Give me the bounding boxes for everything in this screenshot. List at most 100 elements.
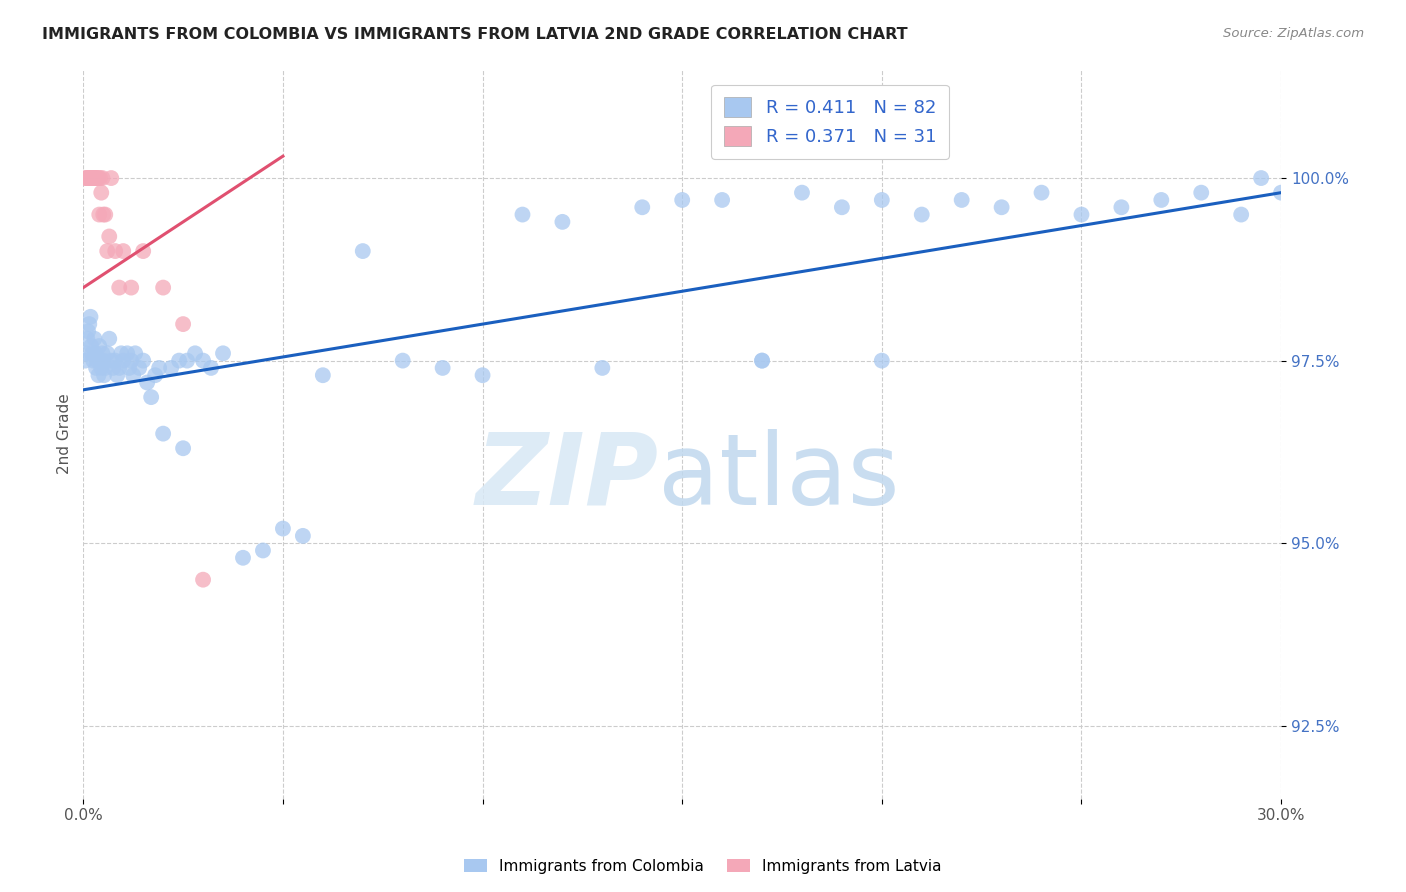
Point <box>96 346 118 360</box>
Text: atlas: atlas <box>658 429 900 526</box>
Point <box>432 360 454 375</box>
Point <box>76 346 98 360</box>
Point <box>94 360 117 375</box>
Point <box>1270 186 1292 200</box>
Point <box>86 171 108 186</box>
Point <box>91 208 114 222</box>
Point <box>128 360 150 375</box>
Point <box>1031 186 1053 200</box>
Legend: Immigrants from Colombia, Immigrants from Latvia: Immigrants from Colombia, Immigrants fro… <box>458 853 948 880</box>
Point <box>108 280 131 294</box>
Point <box>870 193 893 207</box>
Point <box>124 346 146 360</box>
Point <box>184 346 207 360</box>
Point <box>94 208 117 222</box>
Point <box>232 550 254 565</box>
Point <box>115 346 138 360</box>
Point <box>100 353 122 368</box>
Point <box>84 171 107 186</box>
Point <box>911 208 934 222</box>
Point <box>87 171 110 186</box>
Point <box>831 200 853 214</box>
Point <box>79 171 101 186</box>
Point <box>191 573 214 587</box>
Point <box>100 171 122 186</box>
Point <box>191 353 214 368</box>
Point <box>80 339 103 353</box>
Point <box>76 332 98 346</box>
Point <box>108 360 131 375</box>
Text: ZIP: ZIP <box>475 429 658 526</box>
Point <box>83 171 105 186</box>
Point <box>110 346 132 360</box>
Point <box>91 353 114 368</box>
Point <box>870 353 893 368</box>
Point <box>112 353 135 368</box>
Point <box>86 353 108 368</box>
Point <box>352 244 374 258</box>
Point <box>89 208 111 222</box>
Point <box>212 346 235 360</box>
Point <box>148 360 170 375</box>
Point <box>136 376 159 390</box>
Point <box>132 244 155 258</box>
Point <box>1111 200 1133 214</box>
Text: Source: ZipAtlas.com: Source: ZipAtlas.com <box>1223 27 1364 40</box>
Point <box>104 244 127 258</box>
Point <box>75 353 97 368</box>
Point <box>90 186 112 200</box>
Legend: R = 0.411   N = 82, R = 0.371   N = 31: R = 0.411 N = 82, R = 0.371 N = 31 <box>711 85 949 159</box>
Point <box>84 360 107 375</box>
Point <box>172 442 194 456</box>
Point <box>291 529 314 543</box>
Point <box>1150 193 1173 207</box>
Point <box>172 317 194 331</box>
Point <box>93 368 115 383</box>
Point <box>950 193 973 207</box>
Point <box>751 353 773 368</box>
Point <box>1230 208 1253 222</box>
Point <box>152 280 174 294</box>
Point <box>1070 208 1092 222</box>
Point <box>120 280 142 294</box>
Point <box>132 353 155 368</box>
Point <box>167 353 190 368</box>
Point <box>83 332 105 346</box>
Point <box>77 171 100 186</box>
Point <box>312 368 335 383</box>
Point <box>75 171 97 186</box>
Point <box>471 368 494 383</box>
Point <box>76 171 98 186</box>
Point <box>1189 186 1212 200</box>
Point <box>77 325 100 339</box>
Point <box>152 426 174 441</box>
Point <box>160 360 183 375</box>
Point <box>105 368 128 383</box>
Point <box>77 317 100 331</box>
Point <box>252 543 274 558</box>
Point <box>112 244 135 258</box>
Point <box>89 171 111 186</box>
Point <box>1250 171 1272 186</box>
Text: IMMIGRANTS FROM COLOMBIA VS IMMIGRANTS FROM LATVIA 2ND GRADE CORRELATION CHART: IMMIGRANTS FROM COLOMBIA VS IMMIGRANTS F… <box>42 27 908 42</box>
Point <box>80 171 103 186</box>
Point <box>90 360 112 375</box>
Y-axis label: 2nd Grade: 2nd Grade <box>58 393 72 474</box>
Point <box>512 208 534 222</box>
Point <box>104 353 127 368</box>
Point <box>141 390 163 404</box>
Point <box>631 200 654 214</box>
Point <box>551 215 574 229</box>
Point <box>80 171 103 186</box>
Point <box>98 229 121 244</box>
Point <box>89 353 111 368</box>
Point <box>711 193 734 207</box>
Point <box>118 360 141 375</box>
Point <box>990 200 1012 214</box>
Point <box>176 353 198 368</box>
Point <box>143 368 166 383</box>
Point <box>200 360 222 375</box>
Point <box>87 368 110 383</box>
Point <box>751 353 773 368</box>
Point <box>91 346 114 360</box>
